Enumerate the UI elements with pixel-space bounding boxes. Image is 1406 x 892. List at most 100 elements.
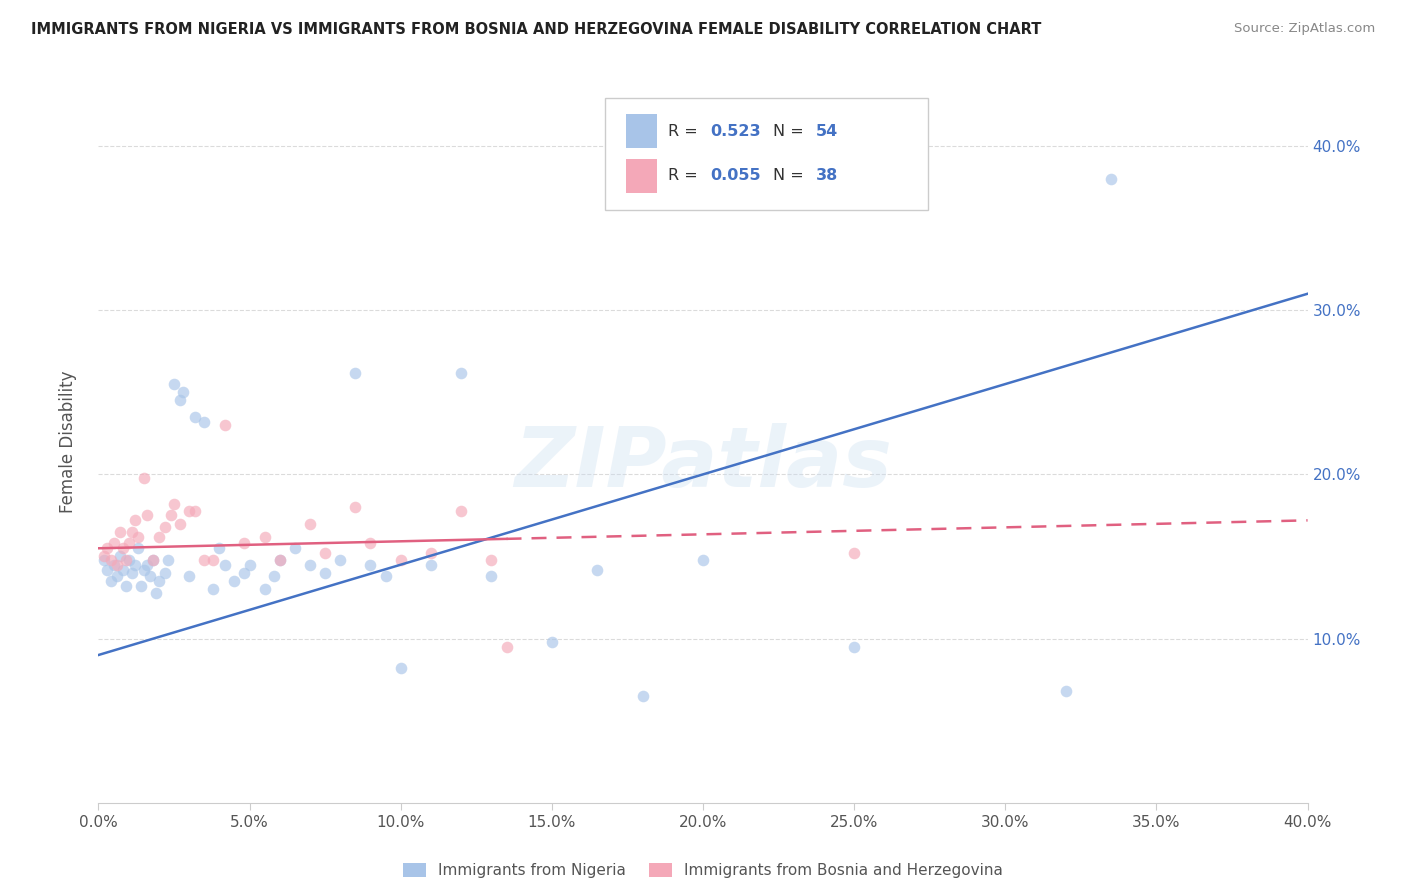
Point	[263, 569, 285, 583]
Point	[184, 409, 207, 424]
Point	[108, 549, 131, 564]
Point	[269, 553, 291, 567]
Point	[344, 366, 367, 380]
Point	[420, 558, 443, 572]
Point	[111, 541, 134, 556]
Point	[314, 566, 336, 580]
Text: 54: 54	[815, 124, 838, 138]
Point	[142, 553, 165, 567]
Point	[214, 418, 236, 433]
Point	[844, 546, 866, 560]
Point	[586, 563, 609, 577]
Point	[121, 566, 143, 580]
Point	[202, 582, 225, 597]
Point	[169, 393, 191, 408]
Point	[114, 553, 136, 567]
Text: IMMIGRANTS FROM NIGERIA VS IMMIGRANTS FROM BOSNIA AND HERZEGOVINA FEMALE DISABIL: IMMIGRANTS FROM NIGERIA VS IMMIGRANTS FR…	[31, 22, 1042, 37]
Point	[114, 579, 136, 593]
Point	[163, 377, 186, 392]
Point	[142, 553, 165, 567]
Point	[93, 549, 115, 564]
Text: N =: N =	[773, 124, 810, 138]
Point	[495, 640, 517, 654]
Point	[450, 503, 472, 517]
Point	[118, 536, 141, 550]
Point	[360, 558, 382, 572]
Text: 38: 38	[815, 169, 838, 183]
Point	[374, 569, 396, 583]
Point	[299, 558, 322, 572]
Point	[284, 541, 307, 556]
Point	[103, 536, 125, 550]
Point	[132, 563, 155, 577]
Point	[132, 470, 155, 484]
Point	[118, 553, 141, 567]
Point	[96, 563, 118, 577]
Point	[329, 553, 352, 567]
Point	[253, 530, 276, 544]
Point	[232, 566, 254, 580]
Text: R =: R =	[668, 124, 703, 138]
Point	[253, 582, 276, 597]
Text: R =: R =	[668, 169, 703, 183]
Point	[1099, 171, 1122, 186]
Point	[127, 530, 149, 544]
Point	[224, 574, 246, 588]
Point	[111, 563, 134, 577]
Point	[481, 569, 503, 583]
Point	[153, 566, 176, 580]
Legend: Immigrants from Nigeria, Immigrants from Bosnia and Herzegovina: Immigrants from Nigeria, Immigrants from…	[404, 863, 1002, 879]
Point	[193, 415, 215, 429]
Point	[269, 553, 291, 567]
Point	[450, 366, 472, 380]
Point	[344, 500, 367, 515]
Point	[179, 569, 201, 583]
Point	[169, 516, 191, 531]
Point	[314, 546, 336, 560]
Point	[239, 558, 262, 572]
Point	[148, 574, 170, 588]
Point	[100, 553, 122, 567]
Point	[214, 558, 236, 572]
Text: 0.523: 0.523	[710, 124, 761, 138]
Point	[105, 569, 128, 583]
Point	[163, 497, 186, 511]
Point	[420, 546, 443, 560]
Point	[139, 569, 162, 583]
Point	[148, 530, 170, 544]
Point	[145, 585, 167, 599]
Point	[172, 385, 194, 400]
Point	[105, 558, 128, 572]
Text: Source: ZipAtlas.com: Source: ZipAtlas.com	[1234, 22, 1375, 36]
Point	[844, 640, 866, 654]
Point	[179, 503, 201, 517]
Point	[100, 574, 122, 588]
Y-axis label: Female Disability: Female Disability	[59, 370, 77, 513]
Point	[692, 553, 714, 567]
Point	[631, 689, 654, 703]
Point	[135, 558, 157, 572]
Point	[108, 524, 131, 539]
Text: ZIPatlas: ZIPatlas	[515, 423, 891, 504]
Point	[153, 520, 176, 534]
Point	[127, 541, 149, 556]
Point	[481, 553, 503, 567]
Point	[1054, 684, 1077, 698]
Point	[389, 661, 412, 675]
Point	[299, 516, 322, 531]
Point	[232, 536, 254, 550]
Point	[208, 541, 231, 556]
Point	[540, 635, 562, 649]
Point	[160, 508, 183, 523]
Point	[156, 553, 179, 567]
Point	[96, 541, 118, 556]
Text: 0.055: 0.055	[710, 169, 761, 183]
Point	[129, 579, 152, 593]
Point	[124, 513, 146, 527]
Point	[184, 503, 207, 517]
Point	[93, 553, 115, 567]
Point	[193, 553, 215, 567]
Point	[135, 508, 157, 523]
Point	[124, 558, 146, 572]
Point	[121, 524, 143, 539]
